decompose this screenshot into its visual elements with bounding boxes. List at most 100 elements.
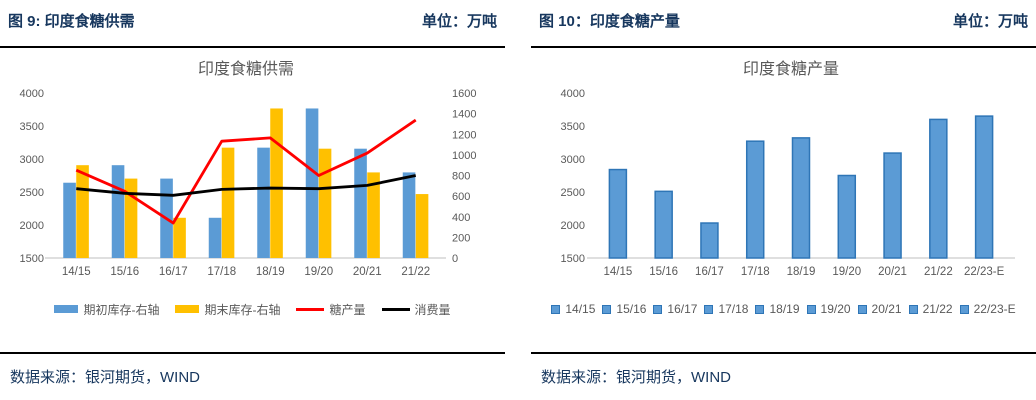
right-axis-tick: 1600 (452, 88, 476, 100)
production-legend: 14/15 15/16 16/17 17/18 18/19 19/20 20/21 21/22… (531, 298, 1036, 320)
supply-demand-legend: 期初库存-右轴 期末库存-右轴 糖产量 消费量 (0, 298, 505, 320)
figure-header: 图 10：印度食糖产量 单位：万吨 (531, 0, 1036, 48)
bar (270, 108, 283, 258)
x-tick-label: 15/16 (110, 266, 139, 278)
data-source-note: 数据来源：银河期货，WIND (0, 352, 505, 387)
right-axis-tick: 1000 (452, 150, 476, 162)
y-axis-tick: 2000 (561, 220, 585, 232)
x-tick-label: 16/17 (695, 266, 724, 278)
bar (402, 172, 416, 258)
figure-title: 图 9: 印度食糖供需 (8, 13, 135, 30)
bar (76, 165, 89, 258)
bar (124, 178, 138, 258)
y-axis-tick: 3000 (561, 154, 585, 166)
chart-title: 印度食糖供需 (198, 60, 294, 78)
x-tick-label: 20/21 (353, 266, 382, 278)
right-axis-tick: 200 (452, 232, 470, 244)
y-axis-tick: 2500 (561, 187, 585, 199)
legend-label: 17/18 (718, 302, 749, 316)
right-axis-tick: 600 (452, 191, 470, 203)
legend-label: 消费量 (414, 302, 451, 317)
supply-demand-combo-chart: 印度食糖供需 1500 2000 2500 3000 3500 4000 0 200 400 600… (20, 60, 477, 278)
figure-header: 图 9: 印度食糖供需 单位：万吨 (0, 0, 505, 48)
x-tick-label: 16/17 (159, 266, 188, 278)
legend-label: 15/16 (616, 302, 647, 316)
legend-item: 期初库存-右轴 (54, 301, 159, 318)
legend-label: 22/23-E (973, 302, 1016, 316)
y-axis-tick: 3500 (561, 121, 585, 133)
legend-item: 消费量 (381, 301, 451, 318)
legend-label: 期初库存-右轴 (83, 302, 160, 317)
legend-bar-swatch-icon (175, 305, 200, 313)
bar (415, 194, 429, 258)
legend-bar-swatch-icon (54, 305, 79, 313)
legend-square-swatch-icon (602, 304, 612, 314)
data-source-note: 数据来源：银河期货，WIND (531, 352, 1036, 387)
legend-square-swatch-icon (806, 304, 816, 314)
legend-item: 19/20 (806, 302, 851, 316)
x-tick-label: 14/15 (62, 266, 91, 278)
bar (654, 190, 673, 259)
bar (745, 140, 765, 259)
chart-title: 印度食糖产量 (743, 60, 839, 78)
figure-panel-supply-demand: 图 9: 印度食糖供需 单位：万吨 印度食糖供需 1500 2000 2500 3000… (0, 0, 505, 400)
right-axis-tick: 800 (452, 171, 470, 183)
legend-item: 期末库存-右轴 (175, 301, 280, 318)
left-axis-tick: 4000 (20, 88, 44, 100)
bar (700, 222, 719, 259)
bar (837, 174, 857, 259)
x-tick-label: 19/20 (832, 266, 861, 278)
legend-label: 14/15 (565, 302, 596, 316)
legend-item: 15/16 (602, 302, 646, 316)
legend-square-swatch-icon (755, 304, 765, 314)
legend-label: 期末库存-右轴 (204, 302, 281, 317)
bar (367, 172, 380, 258)
left-axis-tick: 3500 (20, 121, 44, 133)
left-axis-tick: 2500 (20, 187, 44, 199)
figure-panel-production: 图 10：印度食糖产量 单位：万吨 印度食糖产量 1500 2000 2500 3000… (531, 0, 1036, 400)
bar (63, 182, 76, 258)
y-axis-tick: 1500 (561, 253, 585, 265)
right-axis-tick: 400 (452, 212, 470, 224)
bar (974, 115, 994, 259)
figure-title: 图 10：印度食糖产量 (539, 13, 680, 30)
x-tick-label: 21/22 (401, 266, 430, 278)
legend-item: 22/23-E (959, 302, 1016, 316)
bar (257, 147, 270, 258)
legend-label: 16/17 (667, 302, 698, 316)
x-tick-label: 18/19 (787, 266, 816, 278)
x-tick-label: 18/19 (256, 266, 285, 278)
x-tick-label: 19/20 (304, 266, 333, 278)
legend-item: 20/21 (857, 302, 902, 316)
right-axis-tick: 1200 (452, 129, 476, 141)
left-axis-tick: 3000 (20, 154, 44, 166)
legend-square-swatch-icon (908, 304, 918, 314)
x-tick-label: 14/15 (603, 266, 632, 278)
x-tick-label: 21/22 (924, 266, 953, 278)
x-tick-label: 15/16 (649, 266, 678, 278)
legend-item: 17/18 (704, 302, 748, 316)
bar (305, 108, 319, 258)
left-axis-tick: 1500 (20, 253, 44, 265)
x-tick-label: 22/23-E (964, 266, 1005, 278)
legend-item: 14/15 (551, 302, 595, 316)
legend-square-swatch-icon (704, 304, 714, 314)
legend-item: 糖产量 (296, 301, 366, 318)
legend-square-swatch-icon (653, 304, 663, 314)
legend-line-swatch-icon (381, 307, 410, 311)
line-series-1 (76, 174, 417, 197)
x-tick-label: 17/18 (207, 266, 236, 278)
line-series-0 (75, 118, 417, 225)
bar (354, 148, 367, 258)
figure-unit-label: 单位：万吨 (421, 13, 497, 30)
legend-square-swatch-icon (551, 304, 561, 314)
bar (318, 148, 332, 258)
x-tick-label: 20/21 (878, 266, 907, 278)
production-bar-chart: 印度食糖产量 1500 2000 2500 3000 3500 4000 14/15 15/16… (561, 60, 1015, 278)
bar (221, 147, 235, 258)
legend-item: 18/19 (755, 302, 800, 316)
legend-label: 19/20 (820, 302, 851, 316)
figure-unit-label: 单位：万吨 (952, 13, 1028, 30)
right-axis-tick: 0 (452, 253, 458, 265)
